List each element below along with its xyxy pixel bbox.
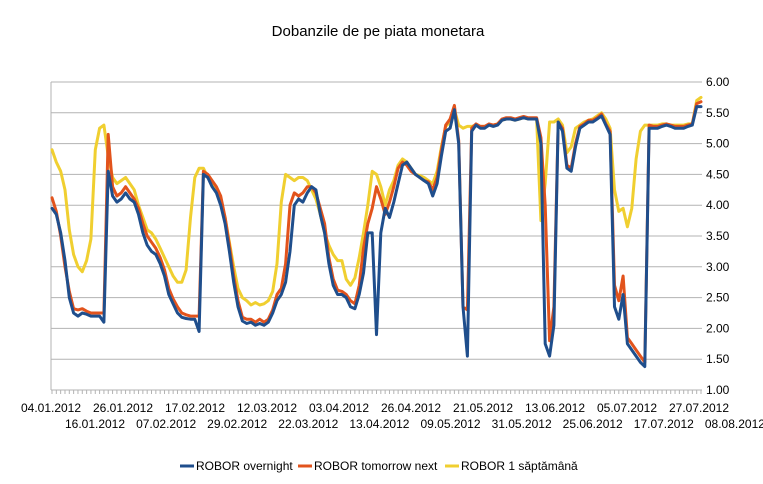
x-tick-label: 26.01.2012	[93, 401, 153, 415]
y-axis-tick-labels: 1.00 1.50 2.00 2.50 3.00 3.50 4.00 4.50 5.00 5.50…	[706, 75, 730, 397]
y-tick-label: 2.50	[706, 291, 730, 305]
x-tick-label: 13.06.2012	[525, 401, 585, 415]
x-tick-label: 25.06.2012	[563, 417, 623, 431]
x-tick-label: 17.07.2012	[634, 417, 694, 431]
x-tick-label: 04.01.2012	[21, 401, 81, 415]
x-tick-label: 08.08.2012	[705, 417, 763, 431]
x-tick-label: 05.07.2012	[597, 401, 657, 415]
x-tick-label: 31.05.2012	[492, 417, 552, 431]
legend-label: ROBOR tomorrow next	[314, 459, 438, 473]
series-line-1	[50, 105, 703, 369]
y-tick-label: 5.00	[706, 137, 730, 151]
y-tick-label: 4.00	[706, 198, 730, 212]
x-tick-label: 07.02.2012	[136, 417, 196, 431]
chart-title: Dobanzile de pe piata monetara	[272, 23, 485, 40]
series-lines	[50, 95, 703, 369]
x-tick-label: 29.02.2012	[207, 417, 267, 431]
y-tick-label: 3.50	[706, 229, 730, 243]
legend-label: ROBOR 1 săptămână	[461, 459, 578, 473]
x-axis-tick-labels: 04.01.2012 26.01.2012 17.02.2012 12.03.2012…	[21, 401, 763, 431]
y-tick-label: 6.00	[706, 75, 730, 89]
legend-label: ROBOR overnight	[196, 459, 293, 473]
series-line-3	[50, 95, 703, 307]
y-tick-label: 5.50	[706, 106, 730, 120]
x-tick-label: 22.03.2012	[278, 417, 338, 431]
x-tick-label: 03.04.2012	[309, 401, 369, 415]
y-tick-label: 2.00	[706, 321, 730, 335]
x-tick-label: 21.05.2012	[453, 401, 513, 415]
x-tick-label: 16.01.2012	[65, 417, 125, 431]
axes	[50, 82, 702, 394]
x-tick-label: 13.04.2012	[349, 417, 409, 431]
x-tick-label: 26.04.2012	[381, 401, 441, 415]
x-tick-label: 09.05.2012	[420, 417, 480, 431]
x-tick-label: 27.07.2012	[669, 401, 729, 415]
y-tick-label: 4.50	[706, 167, 730, 181]
x-tick-label: 17.02.2012	[165, 401, 225, 415]
gridlines	[51, 81, 702, 391]
y-tick-label: 3.00	[706, 260, 730, 274]
y-tick-label: 1.00	[706, 383, 730, 397]
x-tick-label: 12.03.2012	[237, 401, 297, 415]
legend: ROBOR overnight ROBOR tomorrow next ROBOR …	[180, 459, 578, 473]
y-tick-label: 1.50	[706, 352, 730, 366]
